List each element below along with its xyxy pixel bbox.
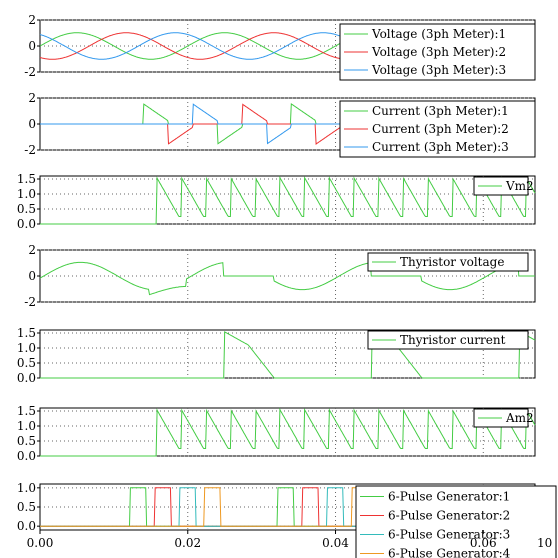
legend-label: Current (3ph Meter):1 (372, 104, 509, 118)
y-tick-label: 0.5 (17, 202, 36, 216)
legend-label: Thyristor current (400, 333, 506, 347)
legend-label: Voltage (3ph Meter):3 (371, 63, 506, 77)
y-tick-label: 1.5 (17, 326, 36, 340)
series-line (40, 175, 536, 225)
panel-4: 2 0 -2 Thyristor voltage (24, 243, 536, 309)
y-tick-label: 0.0 (17, 449, 36, 463)
legend-label: 6-Pulse Generator:1 (388, 490, 510, 504)
legend-label: Thyristor voltage (400, 255, 504, 269)
legend-label: Current (3ph Meter):3 (372, 140, 509, 154)
legend-box (339, 23, 536, 81)
panel-3: 1.51.00.50.0 Vm2 (17, 172, 536, 231)
series-line (40, 407, 536, 457)
y-tick-label: 0.5 (17, 500, 36, 514)
legend-label: 6-Pulse Generator:3 (388, 528, 510, 542)
y-tick-label: 0.5 (17, 356, 36, 370)
panel-5: 1.51.00.50.0 Thyristor current (17, 326, 536, 385)
legend-label: Voltage (3ph Meter):2 (371, 45, 506, 59)
plot-frame (39, 407, 536, 457)
y-tick-label: 2 (28, 243, 36, 257)
y-tick-label: 2 (28, 91, 36, 105)
y-tick-label: 1.5 (17, 404, 36, 418)
y-tick-label: 1.0 (17, 341, 36, 355)
series-line (40, 330, 536, 379)
y-tick-label: 0 (28, 117, 36, 131)
legend-label: 6-Pulse Generator:2 (388, 509, 510, 523)
x-tick-label: 0.04 (322, 536, 349, 550)
y-tick-label: 0 (28, 39, 36, 53)
legend-label: Current (3ph Meter):2 (372, 122, 509, 136)
y-tick-label: 0.5 (17, 434, 36, 448)
legend-box (367, 330, 529, 350)
legend-box (355, 485, 557, 558)
plot-frame (39, 175, 536, 225)
y-tick-label: 1.0 (17, 419, 36, 433)
panel-1: 2 0 -2 Voltage (3ph Meter):1 Voltage (3ph Me… (24, 13, 536, 81)
legend-label: Vm2 (505, 179, 534, 193)
y-tick-label: 1.5 (17, 172, 36, 186)
panel-6: 1.51.00.50.0 Am2 (17, 404, 536, 463)
panel-2: 2 0 -2 Current (3ph Meter):1 Current (3ph Me… (24, 91, 536, 158)
y-tick-label: 0.0 (17, 217, 36, 231)
y-tick-label: 2 (28, 13, 36, 27)
y-tick-label: -2 (24, 143, 36, 157)
legend-box (339, 100, 536, 158)
legend-label: 6-Pulse Generator:4 (388, 547, 511, 558)
series-line (39, 261, 535, 296)
x-tick-label: 0.02 (174, 536, 201, 550)
x-tick-label: 0.00 (27, 536, 54, 550)
y-tick-label: 0.0 (17, 519, 36, 533)
legend-label: Am2 (505, 411, 534, 425)
y-tick-label: 1.0 (17, 481, 36, 495)
y-tick-label: 0 (28, 269, 36, 283)
y-tick-label: 1.0 (17, 187, 36, 201)
x-tick-label: 10 (537, 536, 552, 550)
y-tick-label: -2 (24, 65, 36, 79)
y-tick-label: 0.0 (17, 371, 36, 385)
x-tick-label: 0.06 (470, 536, 497, 550)
panel-7: 1.0 0.5 0.0 6-Pulse Generator:1 6-Pulse Gene… (17, 481, 557, 558)
legend-label: Voltage (3ph Meter):1 (371, 27, 506, 41)
y-tick-label: -2 (24, 295, 36, 309)
legend-box (367, 252, 529, 272)
